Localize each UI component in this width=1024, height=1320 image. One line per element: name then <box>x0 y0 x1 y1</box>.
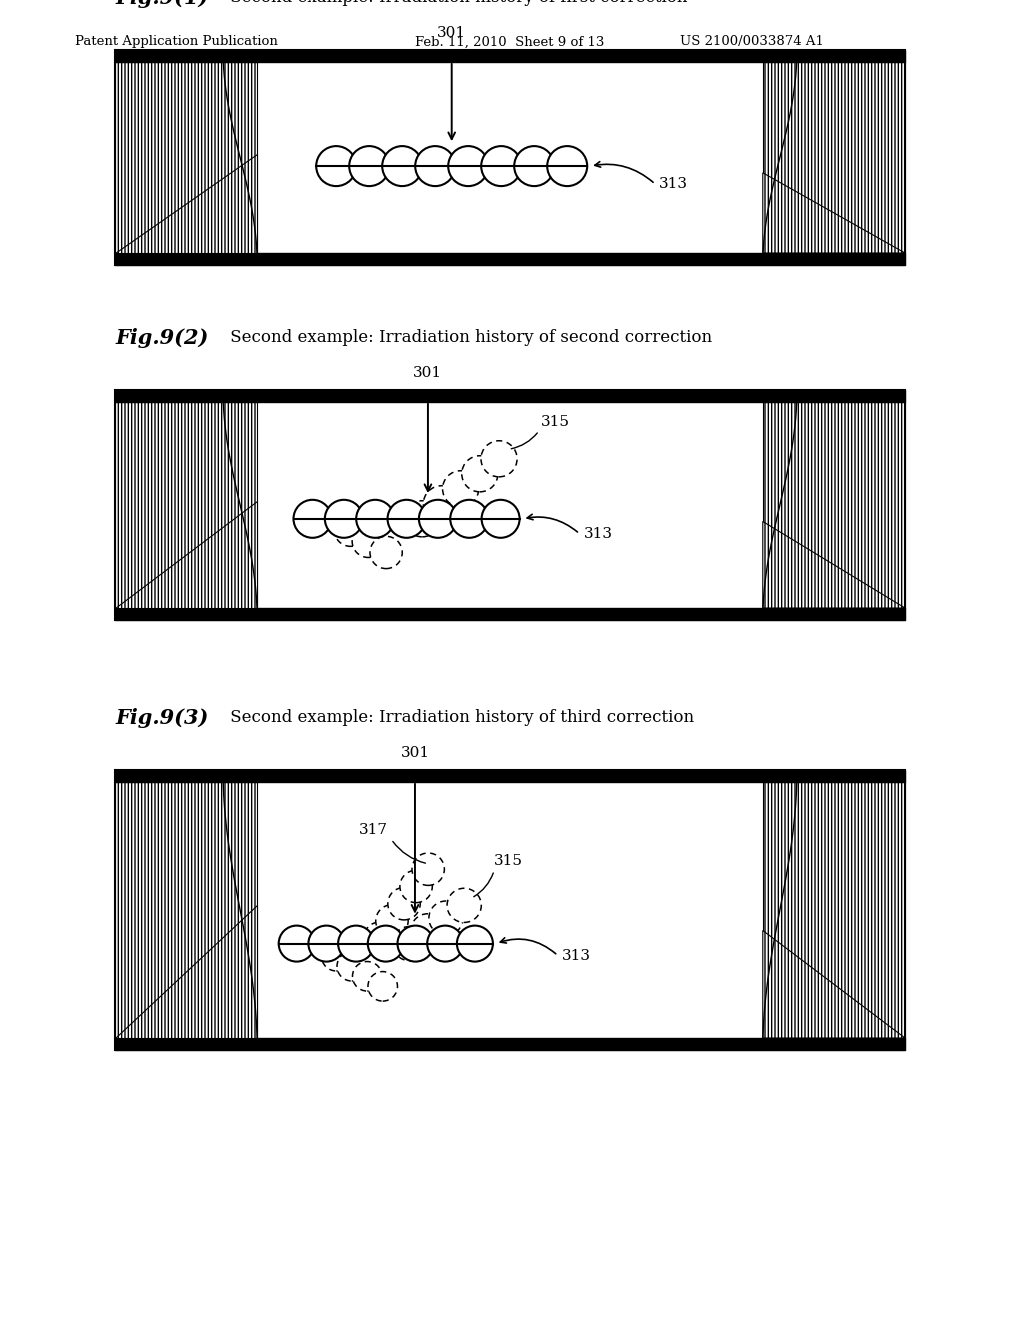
Bar <box>115 770 905 1049</box>
Bar <box>763 62 905 253</box>
Bar <box>763 781 905 1038</box>
Bar <box>115 389 905 620</box>
Text: Second example: Irradiation history of third correction: Second example: Irradiation history of t… <box>225 710 694 726</box>
Ellipse shape <box>316 147 356 186</box>
Ellipse shape <box>368 925 403 961</box>
Ellipse shape <box>423 486 460 521</box>
Text: Fig.9(3): Fig.9(3) <box>115 708 208 729</box>
Ellipse shape <box>392 927 427 961</box>
Text: 313: 313 <box>584 527 612 541</box>
Ellipse shape <box>481 441 517 477</box>
Ellipse shape <box>364 921 396 954</box>
Bar <box>115 781 257 1038</box>
Text: 301: 301 <box>437 26 466 40</box>
Ellipse shape <box>370 536 402 569</box>
Text: Fig.9(2): Fig.9(2) <box>115 327 208 348</box>
Bar <box>763 403 905 609</box>
Ellipse shape <box>429 902 463 935</box>
Ellipse shape <box>279 925 314 961</box>
Ellipse shape <box>352 525 384 557</box>
Ellipse shape <box>481 500 519 537</box>
Ellipse shape <box>382 147 422 186</box>
Ellipse shape <box>415 147 456 186</box>
Ellipse shape <box>338 925 374 961</box>
Ellipse shape <box>449 147 488 186</box>
Text: 301: 301 <box>400 746 429 760</box>
Polygon shape <box>115 500 257 609</box>
Ellipse shape <box>481 147 521 186</box>
Ellipse shape <box>419 500 457 537</box>
Text: Patent Application Publication: Patent Application Publication <box>75 36 278 49</box>
Ellipse shape <box>368 972 397 1001</box>
Text: 315: 315 <box>495 854 523 869</box>
Ellipse shape <box>325 500 362 537</box>
Ellipse shape <box>349 147 389 186</box>
Ellipse shape <box>387 500 426 537</box>
Polygon shape <box>115 153 257 253</box>
Ellipse shape <box>514 147 554 186</box>
Ellipse shape <box>388 887 420 920</box>
Ellipse shape <box>447 888 481 923</box>
Ellipse shape <box>294 500 332 537</box>
Ellipse shape <box>451 500 488 537</box>
Bar <box>115 403 257 609</box>
Bar <box>115 50 905 265</box>
Ellipse shape <box>427 925 463 961</box>
Ellipse shape <box>457 925 493 961</box>
Ellipse shape <box>411 913 444 948</box>
Ellipse shape <box>308 925 344 961</box>
Ellipse shape <box>397 925 433 961</box>
Ellipse shape <box>322 941 351 972</box>
Text: 301: 301 <box>414 366 442 380</box>
Ellipse shape <box>404 500 440 537</box>
Text: Feb. 11, 2010  Sheet 9 of 13: Feb. 11, 2010 Sheet 9 of 13 <box>415 36 604 49</box>
Bar <box>115 62 257 253</box>
Bar <box>115 770 905 1049</box>
Text: Second example: Irradiation history of first correction: Second example: Irradiation history of f… <box>225 0 687 7</box>
Text: Fig.9(1): Fig.9(1) <box>115 0 208 8</box>
Polygon shape <box>115 906 257 1038</box>
Ellipse shape <box>337 952 367 981</box>
Ellipse shape <box>412 853 444 886</box>
Text: Second example: Irradiation history of second correction: Second example: Irradiation history of s… <box>225 330 712 346</box>
Ellipse shape <box>376 904 409 937</box>
Polygon shape <box>763 521 905 609</box>
Text: 315: 315 <box>541 414 570 429</box>
Text: 317: 317 <box>359 824 388 837</box>
Ellipse shape <box>442 471 478 507</box>
Ellipse shape <box>356 500 394 537</box>
Bar <box>115 50 905 265</box>
Ellipse shape <box>462 455 498 492</box>
Ellipse shape <box>335 513 367 546</box>
Ellipse shape <box>352 961 382 991</box>
Text: 313: 313 <box>659 177 688 191</box>
Ellipse shape <box>547 147 587 186</box>
Polygon shape <box>763 931 905 1038</box>
Polygon shape <box>763 173 905 253</box>
Ellipse shape <box>400 870 432 903</box>
Bar <box>115 389 905 620</box>
Text: US 2100/0033874 A1: US 2100/0033874 A1 <box>680 36 824 49</box>
Text: 313: 313 <box>562 949 591 962</box>
